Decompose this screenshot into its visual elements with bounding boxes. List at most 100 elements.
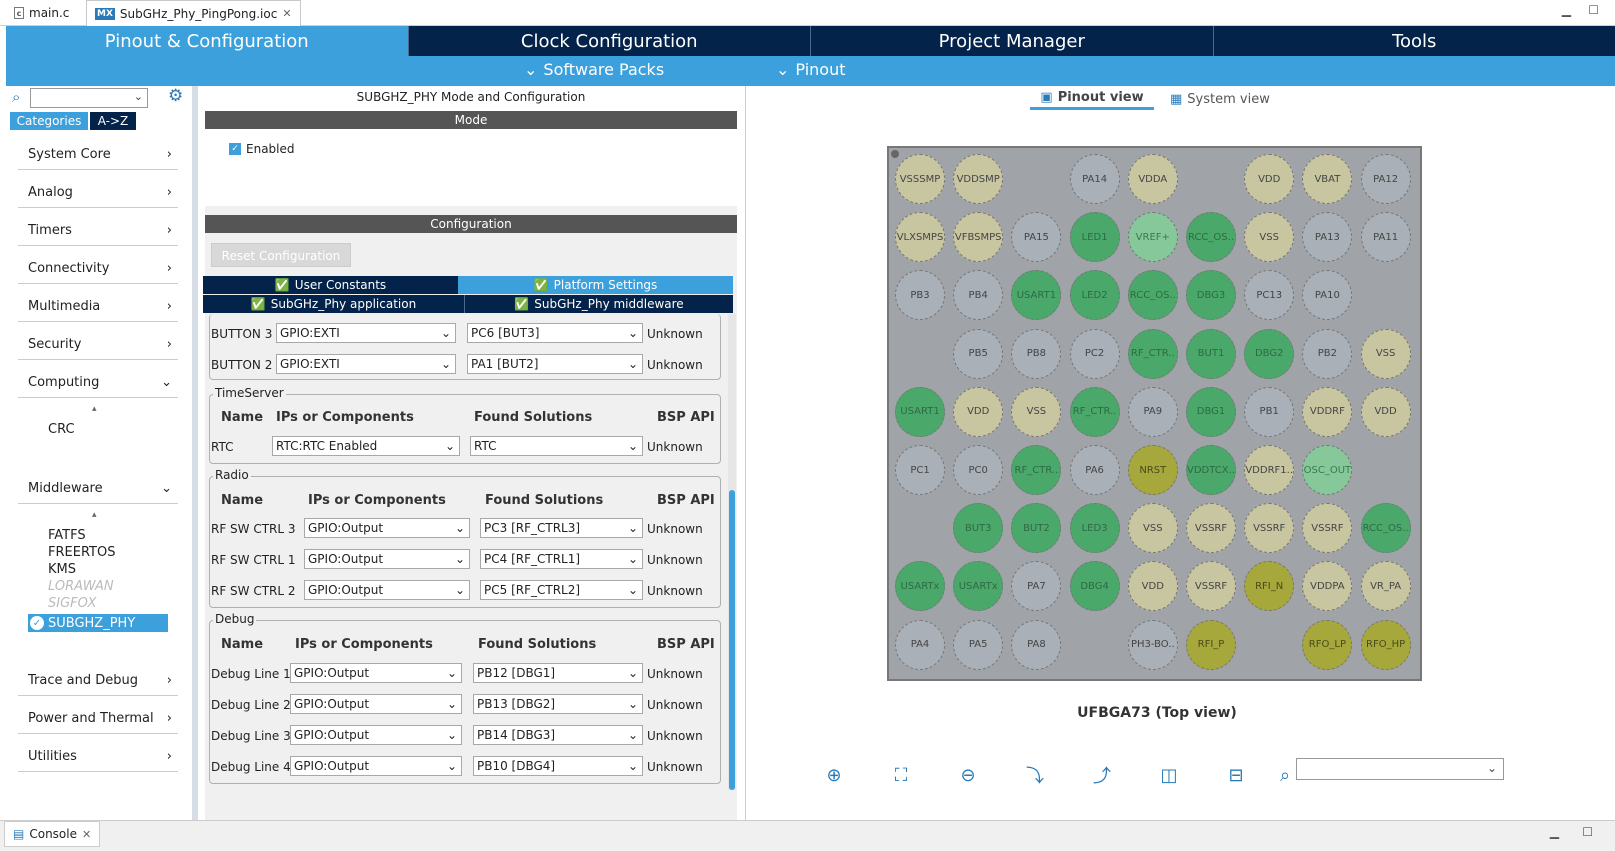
- tab-subghz-application[interactable]: ✅ SubGHz_Phy application: [203, 295, 465, 313]
- pin-pa5[interactable]: PA5: [953, 619, 1004, 670]
- pin-pb8[interactable]: PB8: [1011, 328, 1062, 379]
- gear-icon[interactable]: ⚙: [168, 86, 184, 106]
- pin-rcc-os-[interactable]: RCC_OS..: [1186, 212, 1236, 263]
- pin-pa14[interactable]: PA14: [1069, 154, 1120, 204]
- pin-ph3-bo-[interactable]: PH3-BO..: [1127, 619, 1178, 670]
- found-dropdown[interactable]: PA1 [BUT2] ⌄: [467, 354, 643, 374]
- pin-but1[interactable]: BUT1: [1186, 328, 1236, 379]
- pin-usartx[interactable]: USARTx: [895, 561, 945, 612]
- pin-pb1[interactable]: PB1: [1244, 386, 1295, 437]
- pin-vss[interactable]: VSS: [1011, 386, 1062, 437]
- pin-rcc-os-[interactable]: RCC_OS..: [1127, 270, 1178, 321]
- found-dropdown[interactable]: RTC ⌄: [470, 436, 643, 456]
- tab-a-z[interactable]: A->Z: [90, 112, 136, 130]
- tab-pinout-configuration[interactable]: Pinout & Configuration: [6, 26, 409, 56]
- category-power-thermal[interactable]: Power and Thermal ›: [18, 704, 178, 734]
- found-dropdown[interactable]: PB12 [DBG1] ⌄: [473, 663, 643, 683]
- pin-rfo-hp[interactable]: RFO_HP: [1360, 619, 1411, 670]
- close-icon[interactable]: ✕: [282, 7, 292, 20]
- pin-pb5[interactable]: PB5: [953, 328, 1004, 379]
- pin-pa12[interactable]: PA12: [1360, 154, 1411, 204]
- ip-dropdown[interactable]: GPIO:Output ⌄: [290, 725, 462, 745]
- pin-vdda[interactable]: VDDA: [1127, 154, 1178, 204]
- found-dropdown[interactable]: PC6 [BUT3] ⌄: [467, 323, 643, 343]
- pin-vssrf[interactable]: VSSRF: [1186, 561, 1236, 612]
- pin-rf-ctr-[interactable]: RF_CTR..: [1127, 328, 1178, 379]
- pin-vddrf1-[interactable]: VDDRF1..: [1244, 445, 1295, 495]
- pin-vfbsmps[interactable]: VFBSMPS: [953, 212, 1004, 263]
- tab-pinout-view[interactable]: ▣ Pinout view: [1030, 88, 1154, 110]
- chevron-down-icon[interactable]: ⌄: [133, 90, 143, 103]
- pin-pa10[interactable]: PA10: [1302, 270, 1353, 321]
- pin-vr-pa[interactable]: VR_PA: [1360, 561, 1411, 612]
- close-icon[interactable]: ✕: [81, 827, 92, 841]
- sort-icon[interactable]: ▴: [92, 404, 97, 414]
- category-multimedia[interactable]: Multimedia ›: [18, 292, 178, 322]
- pin-pc13[interactable]: PC13: [1244, 270, 1295, 321]
- pin-vddtcx-[interactable]: VDDTCX..: [1186, 445, 1236, 495]
- item-subghz-phy[interactable]: ✓ SUBGHZ_PHY: [28, 614, 168, 632]
- pin-rfi-n[interactable]: RFI_N: [1244, 561, 1295, 612]
- pin-rfo-lp[interactable]: RFO_LP: [1302, 619, 1353, 670]
- pin-usart1[interactable]: USART1: [1011, 270, 1062, 321]
- ip-dropdown[interactable]: GPIO:Output ⌄: [304, 580, 470, 600]
- ip-dropdown[interactable]: RTC:RTC Enabled ⌄: [272, 436, 460, 456]
- pin-pa8[interactable]: PA8: [1011, 619, 1062, 670]
- pin-pb4[interactable]: PB4: [953, 270, 1004, 321]
- ip-dropdown[interactable]: GPIO:Output ⌄: [304, 518, 470, 538]
- ip-dropdown[interactable]: GPIO:EXTI ⌄: [276, 354, 456, 374]
- found-dropdown[interactable]: PC3 [RF_CTRL3] ⌄: [480, 518, 643, 538]
- pin-vdd[interactable]: VDD: [1127, 561, 1178, 612]
- pin-vdd[interactable]: VDD: [953, 386, 1004, 437]
- tab-categories[interactable]: Categories: [10, 112, 88, 130]
- ip-dropdown[interactable]: GPIO:Output ⌄: [290, 663, 462, 683]
- zoom-in-icon[interactable]: ⊕: [826, 764, 842, 786]
- category-system-core[interactable]: System Core ›: [18, 140, 178, 170]
- category-middleware[interactable]: Middleware ⌄: [18, 474, 178, 504]
- pin-pc1[interactable]: PC1: [895, 445, 945, 495]
- pin-pc0[interactable]: PC0: [953, 445, 1004, 495]
- category-utilities[interactable]: Utilities ›: [18, 742, 178, 772]
- pin-vdd[interactable]: VDD: [1360, 386, 1411, 437]
- category-computing[interactable]: Computing ⌄: [18, 368, 178, 398]
- found-dropdown[interactable]: PB10 [DBG4] ⌄: [473, 756, 643, 776]
- item-fatfs[interactable]: FATFS: [48, 528, 86, 543]
- pin-but2[interactable]: BUT2: [1011, 503, 1062, 554]
- pin-rcc-os-[interactable]: RCC_OS..: [1360, 503, 1411, 554]
- pin-dbg4[interactable]: DBG4: [1069, 561, 1120, 612]
- ip-dropdown[interactable]: GPIO:Output ⌄: [304, 549, 470, 569]
- enabled-checkbox[interactable]: ✓ Enabled: [229, 142, 295, 156]
- software-packs-menu[interactable]: ⌄ Software Packs: [524, 60, 664, 79]
- pin-led3[interactable]: LED3: [1069, 503, 1120, 554]
- pin-rf-ctr-[interactable]: RF_CTR..: [1011, 445, 1062, 495]
- pin-osc-out[interactable]: OSC_OUT: [1302, 445, 1353, 495]
- pin-vref-[interactable]: VREF+: [1127, 212, 1178, 263]
- pin-pa6[interactable]: PA6: [1069, 445, 1120, 495]
- pin-rf-ctr-[interactable]: RF_CTR..: [1069, 386, 1120, 437]
- reset-configuration-button[interactable]: Reset Configuration: [211, 243, 351, 267]
- category-trace-debug[interactable]: Trace and Debug ›: [18, 666, 178, 696]
- pin-vss[interactable]: VSS: [1360, 328, 1411, 379]
- ip-dropdown[interactable]: GPIO:Output ⌄: [290, 694, 462, 714]
- category-timers[interactable]: Timers ›: [18, 216, 178, 246]
- found-dropdown[interactable]: PC4 [RF_CTRL1] ⌄: [480, 549, 643, 569]
- pin-vssrf[interactable]: VSSRF: [1186, 503, 1236, 554]
- ip-dropdown[interactable]: GPIO:Output ⌄: [290, 756, 462, 776]
- minimize-icon[interactable]: ▁: [1561, 3, 1571, 17]
- pin-pa4[interactable]: PA4: [895, 619, 945, 670]
- tab-tools[interactable]: Tools: [1392, 30, 1437, 52]
- scrollbar-thumb[interactable]: [729, 490, 735, 790]
- flip-vertical-icon[interactable]: ⊟: [1228, 764, 1244, 786]
- pin-pa15[interactable]: PA15: [1011, 212, 1062, 263]
- pin-led2[interactable]: LED2: [1069, 270, 1120, 321]
- found-dropdown[interactable]: PB14 [DBG3] ⌄: [473, 725, 643, 745]
- pin-vsssmp[interactable]: VSSSMP: [895, 154, 945, 204]
- pin-vssrf[interactable]: VSSRF: [1244, 503, 1295, 554]
- rotate-right-icon[interactable]: ⤵: [1026, 766, 1044, 787]
- category-security[interactable]: Security ›: [18, 330, 178, 360]
- pin-vss[interactable]: VSS: [1127, 503, 1178, 554]
- pin-dbg3[interactable]: DBG3: [1186, 270, 1236, 321]
- scrollbar-track[interactable]: [728, 314, 736, 790]
- pin-rfi-p[interactable]: RFI_P: [1186, 619, 1236, 670]
- tab-system-view[interactable]: ▦ System view: [1170, 88, 1270, 110]
